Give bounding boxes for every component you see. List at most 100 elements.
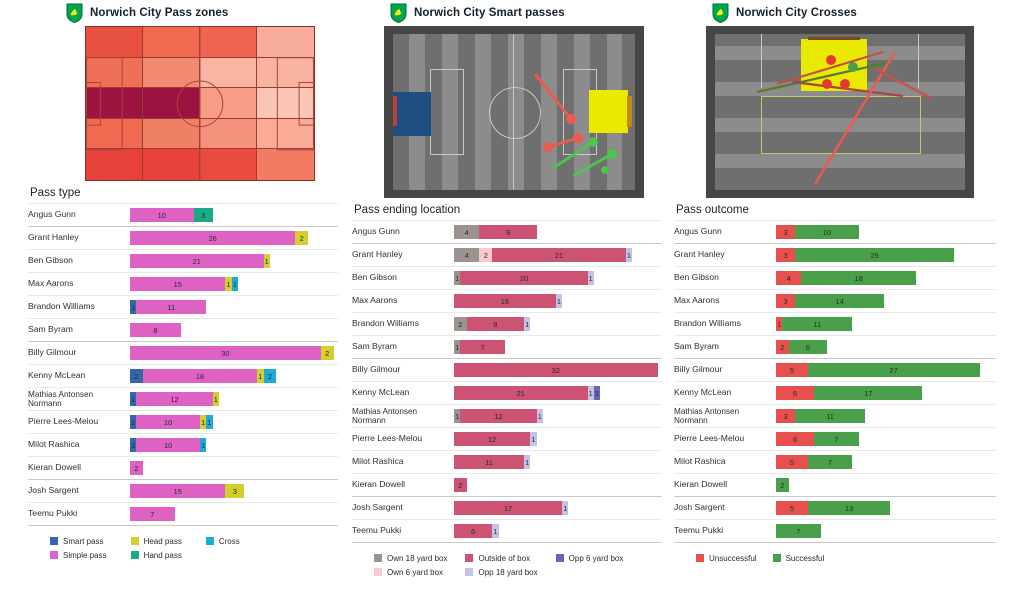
legend-item[interactable]: Head pass	[130, 535, 182, 547]
table-row: Teemu Pukki 6 1	[352, 519, 662, 543]
table-row: Max Aarons 15 1 1	[28, 272, 338, 295]
table-row: Milot Rashica 11 1	[352, 450, 662, 473]
stacked-bar: 32	[454, 363, 662, 377]
heatmap-cell	[86, 27, 143, 58]
legend-label: Head pass	[143, 536, 182, 546]
stacked-bar: 4 18	[776, 271, 996, 285]
player-name: Teemu Pukki	[674, 525, 724, 536]
legend-item[interactable]: Own 6 yard box	[374, 566, 447, 578]
stacked-bar: 21 1 1	[454, 386, 662, 400]
legend-item[interactable]: Smart pass	[50, 535, 107, 547]
panel-title-pass-outcome: Pass outcome	[676, 204, 749, 216]
table-row: Kieran Dowell 2	[352, 473, 662, 496]
bar-segment: 3	[776, 409, 796, 423]
player-name: Max Aarons	[674, 295, 720, 306]
bar-segment: 7	[776, 524, 821, 538]
player-name: Grant Hanley	[674, 249, 725, 260]
bar-segment: 6	[776, 386, 815, 400]
table-row: Teemu Pukki 7	[28, 502, 338, 526]
player-name: Brandon Williams	[674, 318, 741, 329]
table-row: Sam Byram 2 6	[674, 335, 996, 358]
heatmap-cell	[143, 88, 200, 119]
legend-item[interactable]: Successful	[772, 552, 825, 564]
player-name: Josh Sargent	[674, 502, 725, 513]
table-row: Milot Rashica 5 7	[674, 450, 996, 473]
player-name: Mathias Antonsen Normann	[674, 406, 740, 425]
table-row: Pierre Lees-Melou 12 1	[352, 427, 662, 450]
bar-segment: 2	[130, 461, 143, 475]
stacked-bar: 1 10 1 1	[130, 415, 338, 429]
legend-item[interactable]: Own 18 yard box	[374, 552, 447, 564]
bar-segment: 10	[795, 225, 859, 239]
bar-segment: 9	[479, 225, 537, 239]
player-name: Kieran Dowell	[352, 479, 406, 490]
legend-item[interactable]: Opp 18 yard box	[465, 566, 538, 578]
player-name: Milot Rashica	[674, 456, 726, 467]
bar-segment: 26	[130, 231, 296, 245]
bar-segment: 12	[460, 409, 537, 423]
player-name: Billy Gilmour	[352, 364, 401, 375]
bar-segment: 12	[454, 432, 531, 446]
table-row: Ben Gibson 1 20 1	[352, 266, 662, 289]
player-name: Max Aarons	[352, 295, 398, 306]
bar-segment: 18	[142, 369, 258, 383]
stacked-bar: 12 1	[454, 432, 662, 446]
bar-chart-pass-ending-location: Angus Gunn 4 9 Grant Hanley 4 2 21 1 Ben Gibson 1…	[352, 220, 662, 543]
heatmap-cell	[86, 88, 143, 119]
player-name: Grant Hanley	[28, 232, 79, 243]
bar-segment: 11	[795, 409, 866, 423]
heatmap-cell	[200, 88, 257, 119]
stacked-bar: 7	[130, 507, 338, 521]
bar-segment: 1	[199, 438, 207, 452]
bar-segment: 1	[536, 409, 544, 423]
legend-item[interactable]: Unsuccessful	[696, 552, 757, 564]
pitch-header-pass-zones: Norwich City Pass zones	[28, 0, 338, 26]
legend-item[interactable]: Cross	[205, 535, 240, 547]
player-name: Teemu Pukki	[352, 525, 402, 536]
heatmap-cell	[257, 88, 314, 119]
heatmap-cell	[86, 57, 143, 89]
heatmap-cell	[257, 57, 314, 89]
player-name: Brandon Williams	[352, 318, 419, 329]
player-name: Kenny McLean	[28, 370, 86, 381]
legend-item[interactable]: Outside of box	[465, 552, 537, 564]
legend-swatch	[696, 554, 704, 562]
stacked-bar: 3 11	[776, 409, 996, 423]
legend-label: Hand pass	[143, 550, 182, 560]
norwich-crest-icon	[712, 3, 729, 23]
player-name: Milot Rashica	[352, 456, 404, 467]
stacked-bar: 2	[130, 461, 338, 475]
legend-item[interactable]: Opp 6 yard box	[555, 552, 623, 564]
pitch-title: Norwich City Pass zones	[90, 7, 229, 19]
bar-segment: 3	[776, 248, 796, 262]
table-row: Kenny McLean 21 1 1	[352, 381, 662, 404]
table-row: Max Aarons 16 1	[352, 289, 662, 312]
stacked-bar: 15 1 1	[130, 277, 338, 291]
stacked-bar: 21 1	[130, 254, 338, 268]
legend-item[interactable]: Simple pass	[50, 549, 107, 561]
bar-segment: 2	[776, 340, 789, 354]
bar-segment: 2	[454, 478, 467, 492]
table-row: Angus Gunn 3 10	[674, 220, 996, 243]
legend-column: Unsuccessful	[696, 552, 757, 566]
bar-segment: 10	[130, 208, 194, 222]
legend-column: Cross	[205, 535, 240, 563]
bar-segment: 2	[263, 369, 277, 383]
norwich-crest-icon	[390, 3, 407, 23]
table-row: Grant Hanley 3 25	[674, 243, 996, 266]
legend-swatch	[465, 554, 474, 562]
bar-segment: 25	[795, 248, 955, 262]
stacked-bar: 30 2	[130, 346, 338, 360]
player-name: Mathias Antonsen Normann	[352, 406, 418, 425]
bar-segment: 11	[454, 455, 524, 469]
stacked-bar: 3 14	[776, 294, 996, 308]
legend-item[interactable]: Hand pass	[130, 549, 182, 561]
table-row: Sam Byram 1 7	[352, 335, 662, 358]
stacked-bar: 4 2 21 1	[454, 248, 662, 262]
player-name: Sam Byram	[674, 341, 719, 352]
legend-label: Successful	[785, 553, 825, 563]
